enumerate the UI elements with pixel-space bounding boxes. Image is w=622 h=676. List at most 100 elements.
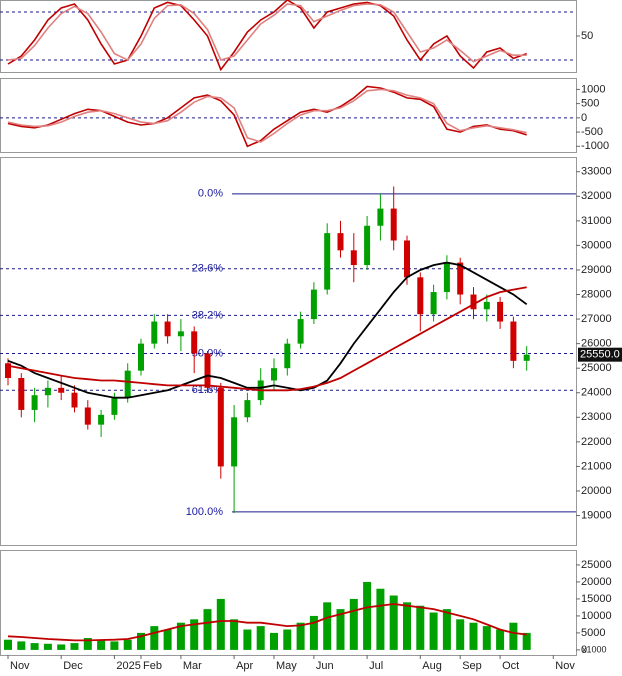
candle-body xyxy=(111,397,118,415)
y-tick-label: 29000 xyxy=(581,264,612,276)
volume-bar xyxy=(30,643,39,650)
y-tick-label: 25000 xyxy=(581,559,612,571)
y-tick-label: 0 xyxy=(581,112,587,124)
volume-bar xyxy=(243,629,252,650)
x-tick-label: Mar xyxy=(183,660,202,672)
unit-label: x1000 xyxy=(582,644,607,654)
volume-bar xyxy=(469,622,478,650)
series-line xyxy=(7,3,527,63)
candle-body xyxy=(151,321,158,344)
candle-body xyxy=(44,387,51,396)
candle-body xyxy=(204,353,211,388)
volume-bar xyxy=(256,626,265,650)
candle-body xyxy=(417,277,424,315)
y-tick-label: 1000 xyxy=(581,83,605,95)
fib-label: 100.0% xyxy=(186,506,224,518)
candle-body xyxy=(84,407,91,425)
x-tick-label: Apr xyxy=(236,660,253,672)
x-tick-label: Nov xyxy=(10,660,30,672)
y-tick-label: 0 xyxy=(581,644,587,656)
x-tick-label: Feb xyxy=(143,660,162,672)
x-tick-label: Sep xyxy=(462,660,482,672)
fib-label: 0.0% xyxy=(198,188,223,200)
candle-body xyxy=(71,392,78,408)
y-tick-label: 23000 xyxy=(581,411,612,423)
series-line xyxy=(7,286,527,392)
x-tick-label: Aug xyxy=(422,660,442,672)
volume-bar xyxy=(123,639,132,650)
y-tick-label: 10000 xyxy=(581,610,612,622)
y-tick-label: 32000 xyxy=(581,190,612,202)
series-line xyxy=(7,603,527,642)
volume-bar xyxy=(283,629,292,650)
volume-bar xyxy=(482,626,491,650)
candle-body xyxy=(350,250,357,266)
volume-bar xyxy=(216,598,225,650)
y-tick-label: -500 xyxy=(581,126,603,138)
volume-bar xyxy=(376,588,385,650)
volume-bar xyxy=(442,609,451,650)
x-tick-label: 2025 xyxy=(116,660,140,672)
candle-body xyxy=(217,387,224,467)
y-tick-label: 500 xyxy=(581,98,599,110)
candle-body xyxy=(98,414,105,425)
volume-bar xyxy=(83,638,92,650)
price-tag-label: 25550.0 xyxy=(580,349,620,361)
volume-bar xyxy=(137,632,145,650)
y-tick-label: 19000 xyxy=(581,509,612,521)
candle-body xyxy=(297,319,304,344)
candle-body xyxy=(523,354,530,361)
volume-bar xyxy=(150,626,159,650)
series-line xyxy=(7,0,527,72)
y-tick-label: 50 xyxy=(581,30,593,42)
x-tick-label: Oct xyxy=(502,660,519,672)
volume-bar xyxy=(230,619,239,650)
candle-body xyxy=(138,343,144,371)
candle-body xyxy=(58,387,65,393)
volume-bar xyxy=(509,622,518,650)
fib-label: 38.2% xyxy=(192,309,223,321)
volume-bar xyxy=(97,640,106,650)
volume-bar xyxy=(43,643,52,650)
volume-bar xyxy=(456,619,465,650)
candle-body xyxy=(124,370,131,398)
candle-body xyxy=(457,262,464,295)
y-tick-label: 33000 xyxy=(581,166,612,178)
y-tick-label: 24000 xyxy=(581,387,612,399)
candle-body xyxy=(31,395,38,410)
y-tick-label: 31000 xyxy=(581,215,612,227)
y-tick-label: 25000 xyxy=(581,362,612,374)
y-tick-label: 30000 xyxy=(581,239,612,251)
panel-frame xyxy=(0,550,577,656)
volume-bar xyxy=(336,609,345,650)
volume-bar xyxy=(296,622,305,650)
price-tag xyxy=(578,347,622,362)
candle-body xyxy=(244,400,251,418)
candle-body xyxy=(470,294,477,310)
series-line xyxy=(7,88,527,143)
y-tick-label: 27000 xyxy=(581,313,612,325)
volume-bar xyxy=(70,643,79,650)
y-tick-label: 26000 xyxy=(581,338,612,350)
candle-body xyxy=(443,262,450,293)
candle-body xyxy=(337,233,344,251)
x-tick-label: May xyxy=(276,660,297,672)
candle-body xyxy=(364,225,371,266)
panel-frame xyxy=(0,78,577,153)
x-tick-label: Jul xyxy=(369,660,383,672)
x-tick-label: Dec xyxy=(63,660,83,672)
volume-bar xyxy=(349,598,358,650)
volume-bar xyxy=(163,629,172,650)
candle-body xyxy=(430,292,437,315)
candle-body xyxy=(18,378,25,410)
volume-bar xyxy=(270,632,278,650)
y-tick-label: 21000 xyxy=(581,460,612,472)
series-line xyxy=(7,85,527,148)
volume-bar xyxy=(57,644,66,650)
volume-bar xyxy=(17,641,26,650)
volume-bar xyxy=(389,595,398,650)
series-line xyxy=(7,261,528,399)
y-tick-label: 22000 xyxy=(581,436,612,448)
fib-label: 23.6% xyxy=(192,263,223,275)
